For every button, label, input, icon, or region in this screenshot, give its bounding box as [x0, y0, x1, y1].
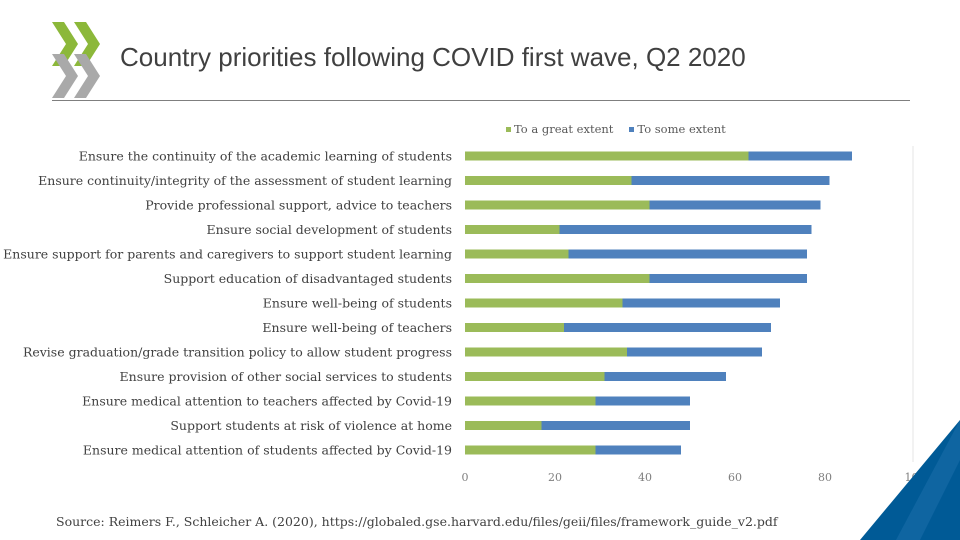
bar-great-extent [465, 421, 542, 430]
x-tick-label: 0 [462, 471, 469, 484]
legend-swatch-blue [629, 126, 635, 132]
bar-great-extent [465, 225, 560, 234]
chart-legend: To a great extent To some extent [506, 122, 726, 136]
category-label: Ensure provision of other social service… [120, 369, 452, 384]
page-title: Country priorities following COVID first… [120, 42, 746, 72]
oecd-logo-icon [52, 22, 100, 98]
category-label: Revise graduation/grade transition polic… [23, 345, 452, 360]
bar-great-extent [465, 323, 564, 332]
legend-label: To some extent [637, 122, 726, 136]
bar-some-extent [649, 274, 807, 283]
bar-some-extent [559, 225, 812, 234]
bar-some-extent [627, 347, 762, 357]
category-label: Ensure well-being of teachers [262, 320, 452, 335]
legend-item-some-extent: To some extent [629, 122, 726, 136]
legend-item-great-extent: To a great extent [506, 122, 613, 136]
bar-some-extent [631, 176, 830, 185]
x-tick-label: 60 [728, 471, 742, 484]
source-citation: Source: Reimers F., Schleicher A. (2020)… [56, 514, 778, 529]
category-label: Ensure continuity/integrity of the asses… [38, 173, 452, 188]
bar-some-extent [568, 249, 807, 259]
bar-great-extent [465, 445, 596, 455]
bar-some-extent [622, 298, 780, 308]
category-label: Ensure the continuity of the academic le… [79, 149, 452, 164]
category-label: Ensure medical attention to teachers aff… [82, 394, 452, 409]
bar-great-extent [465, 151, 749, 161]
bar-great-extent [465, 274, 650, 283]
category-label: Ensure medical attention of students aff… [83, 443, 452, 458]
bar-great-extent [465, 372, 605, 381]
bar-some-extent [604, 372, 726, 381]
bar-great-extent [465, 298, 623, 308]
category-label: Ensure support for parents and caregiver… [3, 247, 452, 262]
bar-some-extent [595, 396, 690, 406]
corner-decoration [860, 420, 960, 540]
legend-label: To a great extent [514, 122, 614, 136]
bar-great-extent [465, 249, 569, 259]
bar-some-extent [649, 200, 821, 210]
bar-great-extent [465, 347, 627, 357]
bar-some-extent [564, 323, 771, 332]
category-label: Ensure well-being of students [263, 296, 452, 311]
bar-great-extent [465, 396, 596, 406]
title-divider [52, 100, 910, 101]
bar-great-extent [465, 176, 632, 185]
legend-swatch-green [506, 126, 511, 132]
category-label: Support students at risk of violence at … [170, 418, 452, 433]
bar-great-extent [465, 200, 650, 210]
category-label: Support education of disadvantaged stude… [164, 271, 452, 286]
bar-some-extent [595, 445, 681, 455]
x-tick-label: 20 [548, 471, 562, 484]
x-tick-label: 80 [818, 471, 832, 484]
x-tick-label: 40 [638, 471, 652, 484]
bar-some-extent [541, 421, 690, 430]
bar-some-extent [748, 151, 852, 161]
category-label: Provide professional support, advice to … [145, 198, 452, 213]
category-label: Ensure social development of students [206, 222, 452, 237]
